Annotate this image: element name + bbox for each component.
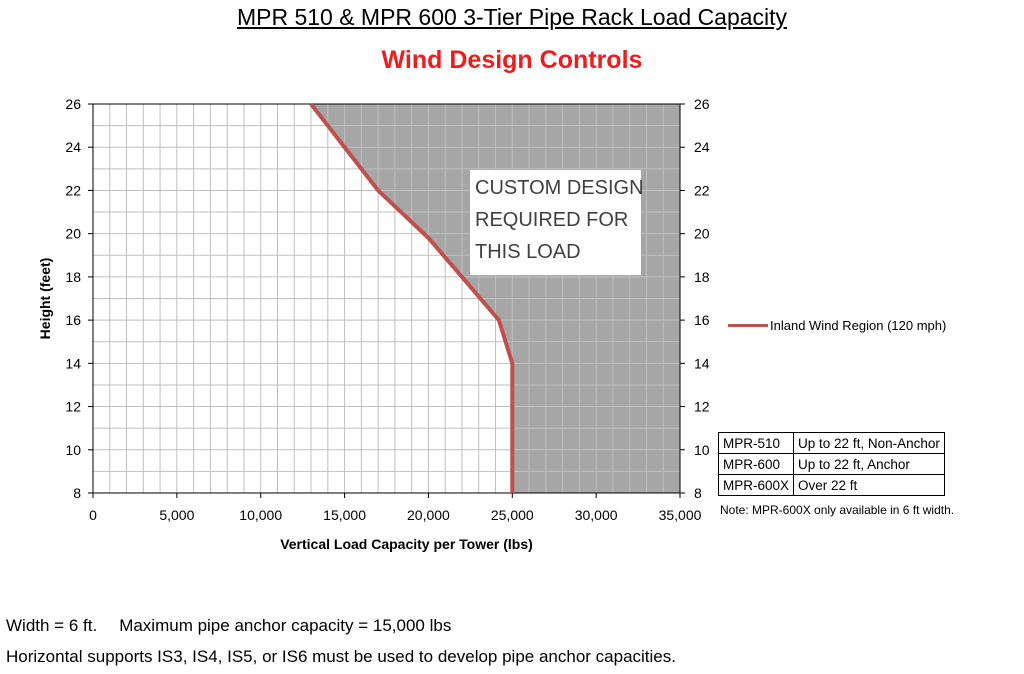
annotation-text: REQUIRED FOR <box>475 209 628 231</box>
annotation-box <box>470 170 641 275</box>
table-row: MPR-600 Up to 22 ft, Anchor <box>717 453 945 475</box>
x-tick-label: 0 <box>89 507 97 523</box>
chart-subtitle: Wind Design Controls <box>381 46 643 74</box>
footer-supports-text: Horizontal supports IS3, IS4, IS5, or IS… <box>6 647 676 666</box>
y-tick-label: 16 <box>65 312 81 328</box>
y-tick-label: 14 <box>65 355 81 371</box>
y-axis-label: Height (feet) <box>37 258 53 340</box>
annotation-text: CUSTOM DESIGN <box>475 177 644 199</box>
y-tick-label-right: 14 <box>694 355 710 371</box>
x-axis-label: Vertical Load Capacity per Tower (lbs) <box>280 536 533 552</box>
models-table: MPR-510 Up to 22 ft, Non-Anchor MPR-600 … <box>717 432 945 496</box>
x-tick-label: 15,000 <box>323 507 366 523</box>
y-tick-label-right: 22 <box>694 182 710 198</box>
x-tick-label: 10,000 <box>239 507 282 523</box>
table-row: MPR-510 Up to 22 ft, Non-Anchor <box>717 432 945 454</box>
table-row: MPR-600X Over 22 ft <box>717 474 945 496</box>
y-tick-label-right: 12 <box>694 399 710 415</box>
model-description: Up to 22 ft, Non-Anchor <box>793 432 945 454</box>
anchor-capacity-text: Maximum pipe anchor capacity = 15,000 lb… <box>119 616 452 635</box>
chart-title: MPR 510 & MPR 600 3-Tier Pipe Rack Load … <box>236 4 788 30</box>
y-tick-label: 24 <box>65 139 81 155</box>
width-text: Width = 6 ft. <box>6 616 98 635</box>
footer-line-1: Width = 6 ft. Maximum pipe anchor capacit… <box>6 616 451 636</box>
legend-label: Inland Wind Region (120 mph) <box>770 318 947 333</box>
y-tick-label-right: 18 <box>694 269 710 285</box>
y-tick-label-right: 26 <box>694 96 710 112</box>
y-tick-label-right: 16 <box>694 312 710 328</box>
y-tick-label: 20 <box>65 226 81 242</box>
plot-border <box>92 103 681 494</box>
y-tick-label-right: 10 <box>694 442 710 458</box>
y-tick-label: 22 <box>65 182 81 198</box>
x-tick-label: 5,000 <box>159 507 194 523</box>
x-tick-label: 30,000 <box>575 507 618 523</box>
x-tick-label: 20,000 <box>407 507 450 523</box>
annotation-text: THIS LOAD <box>475 241 581 263</box>
y-tick-label-right: 24 <box>694 139 710 155</box>
x-tick-label: 25,000 <box>491 507 534 523</box>
model-name: MPR-600X <box>717 474 795 496</box>
model-description: Over 22 ft <box>793 474 945 496</box>
x-tick-label: 35,000 <box>659 507 702 523</box>
y-tick-label: 26 <box>65 96 81 112</box>
y-tick-label: 8 <box>73 485 81 501</box>
legend-line-swatch <box>728 324 768 327</box>
model-name: MPR-510 <box>717 432 795 454</box>
load-capacity-chart: CUSTOM DESIGN REQUIRED FOR THIS LOAD 8 8 10 10… <box>37 96 710 552</box>
y-tick-label: 12 <box>65 399 81 415</box>
width-note: Note: MPR-600X only available in 6 ft wi… <box>720 503 955 517</box>
model-description: Up to 22 ft, Anchor <box>793 453 945 475</box>
y-tick-label-right: 20 <box>694 226 710 242</box>
chart-legend: Inland Wind Region (120 mph) <box>728 318 946 333</box>
model-name: MPR-600 <box>717 453 795 475</box>
capacity-curve <box>309 102 515 493</box>
y-tick-label: 10 <box>65 442 81 458</box>
y-tick-label: 18 <box>65 269 81 285</box>
y-tick-label-right: 8 <box>694 485 702 501</box>
